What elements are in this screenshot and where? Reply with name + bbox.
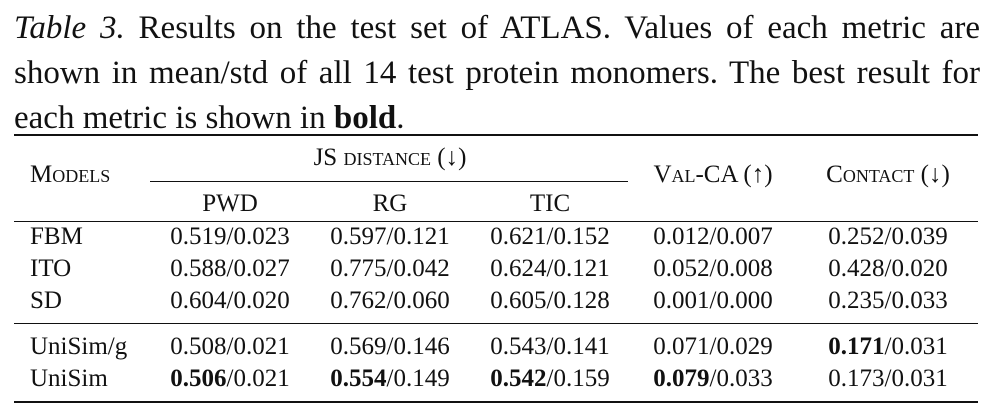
cell: 0.588/0.027 [170,255,290,282]
caption-text: Results on the test set of ATLAS. Values… [14,10,980,136]
cell: 0.252/0.039 [828,223,948,250]
header-rule [14,221,978,222]
row-model: FBM [30,223,83,250]
cell: 0.519/0.023 [170,223,290,250]
cell-rest: /0.159 [546,365,610,392]
cell: 0.079/0.033 [653,364,772,394]
caption-label: Table 3. [14,10,125,46]
cell-rest: /0.021 [226,365,290,392]
row-model: UniSim [30,365,108,392]
header-sub: PWD [202,190,258,217]
caption-bold: bold [333,100,397,136]
row-model: ITO [30,255,72,282]
header-group: JS distance (↓) [313,144,467,171]
cell-best: 0.554 [330,365,387,392]
cell: 0.542/0.159 [490,364,609,394]
cell-best: 0.079 [653,365,710,392]
cell: 0.235/0.033 [828,287,948,314]
cell: 0.506/0.021 [170,364,289,394]
cell: 0.171/0.031 [828,332,947,362]
header-valca: Val-CA (↑) [653,161,773,188]
cell: 0.604/0.020 [170,287,290,314]
cell-best: 0.506 [170,365,227,392]
cell: 0.001/0.000 [653,287,773,314]
cell: 0.428/0.020 [828,255,948,282]
cell: 0.052/0.008 [653,255,773,282]
group-rule [150,181,628,182]
caption-end: . [396,100,405,136]
header-models: Models [30,161,111,188]
cell: 0.621/0.152 [490,223,610,250]
cell-rest: /0.033 [709,365,773,392]
top-rule [14,134,978,136]
cell: 0.762/0.060 [330,287,450,314]
cell: 0.605/0.128 [490,287,610,314]
cell: 0.543/0.141 [490,333,610,360]
cell: 0.569/0.146 [330,333,450,360]
header-contact: Contact (↓) [826,161,950,188]
cell: 0.775/0.042 [330,255,450,282]
header-sub: RG [372,190,408,217]
cell: 0.071/0.029 [653,333,773,360]
cell-rest: /0.149 [386,365,450,392]
header-sub: TIC [529,190,571,217]
row-model: UniSim/g [30,333,128,360]
caption: Table 3. Results on the test set of ATLA… [14,6,980,141]
row-model: SD [30,287,62,314]
cell: 0.173/0.031 [828,365,948,392]
cell-best: 0.542 [490,365,547,392]
cell: 0.012/0.007 [653,223,773,250]
cell: 0.624/0.121 [490,255,610,282]
cell: 0.597/0.121 [330,223,450,250]
bottom-rule [14,401,978,403]
cell-rest: /0.031 [884,333,948,360]
cell: 0.508/0.021 [170,333,290,360]
group-separator [14,323,978,324]
cell-best: 0.171 [828,333,885,360]
cell: 0.554/0.149 [330,364,449,394]
